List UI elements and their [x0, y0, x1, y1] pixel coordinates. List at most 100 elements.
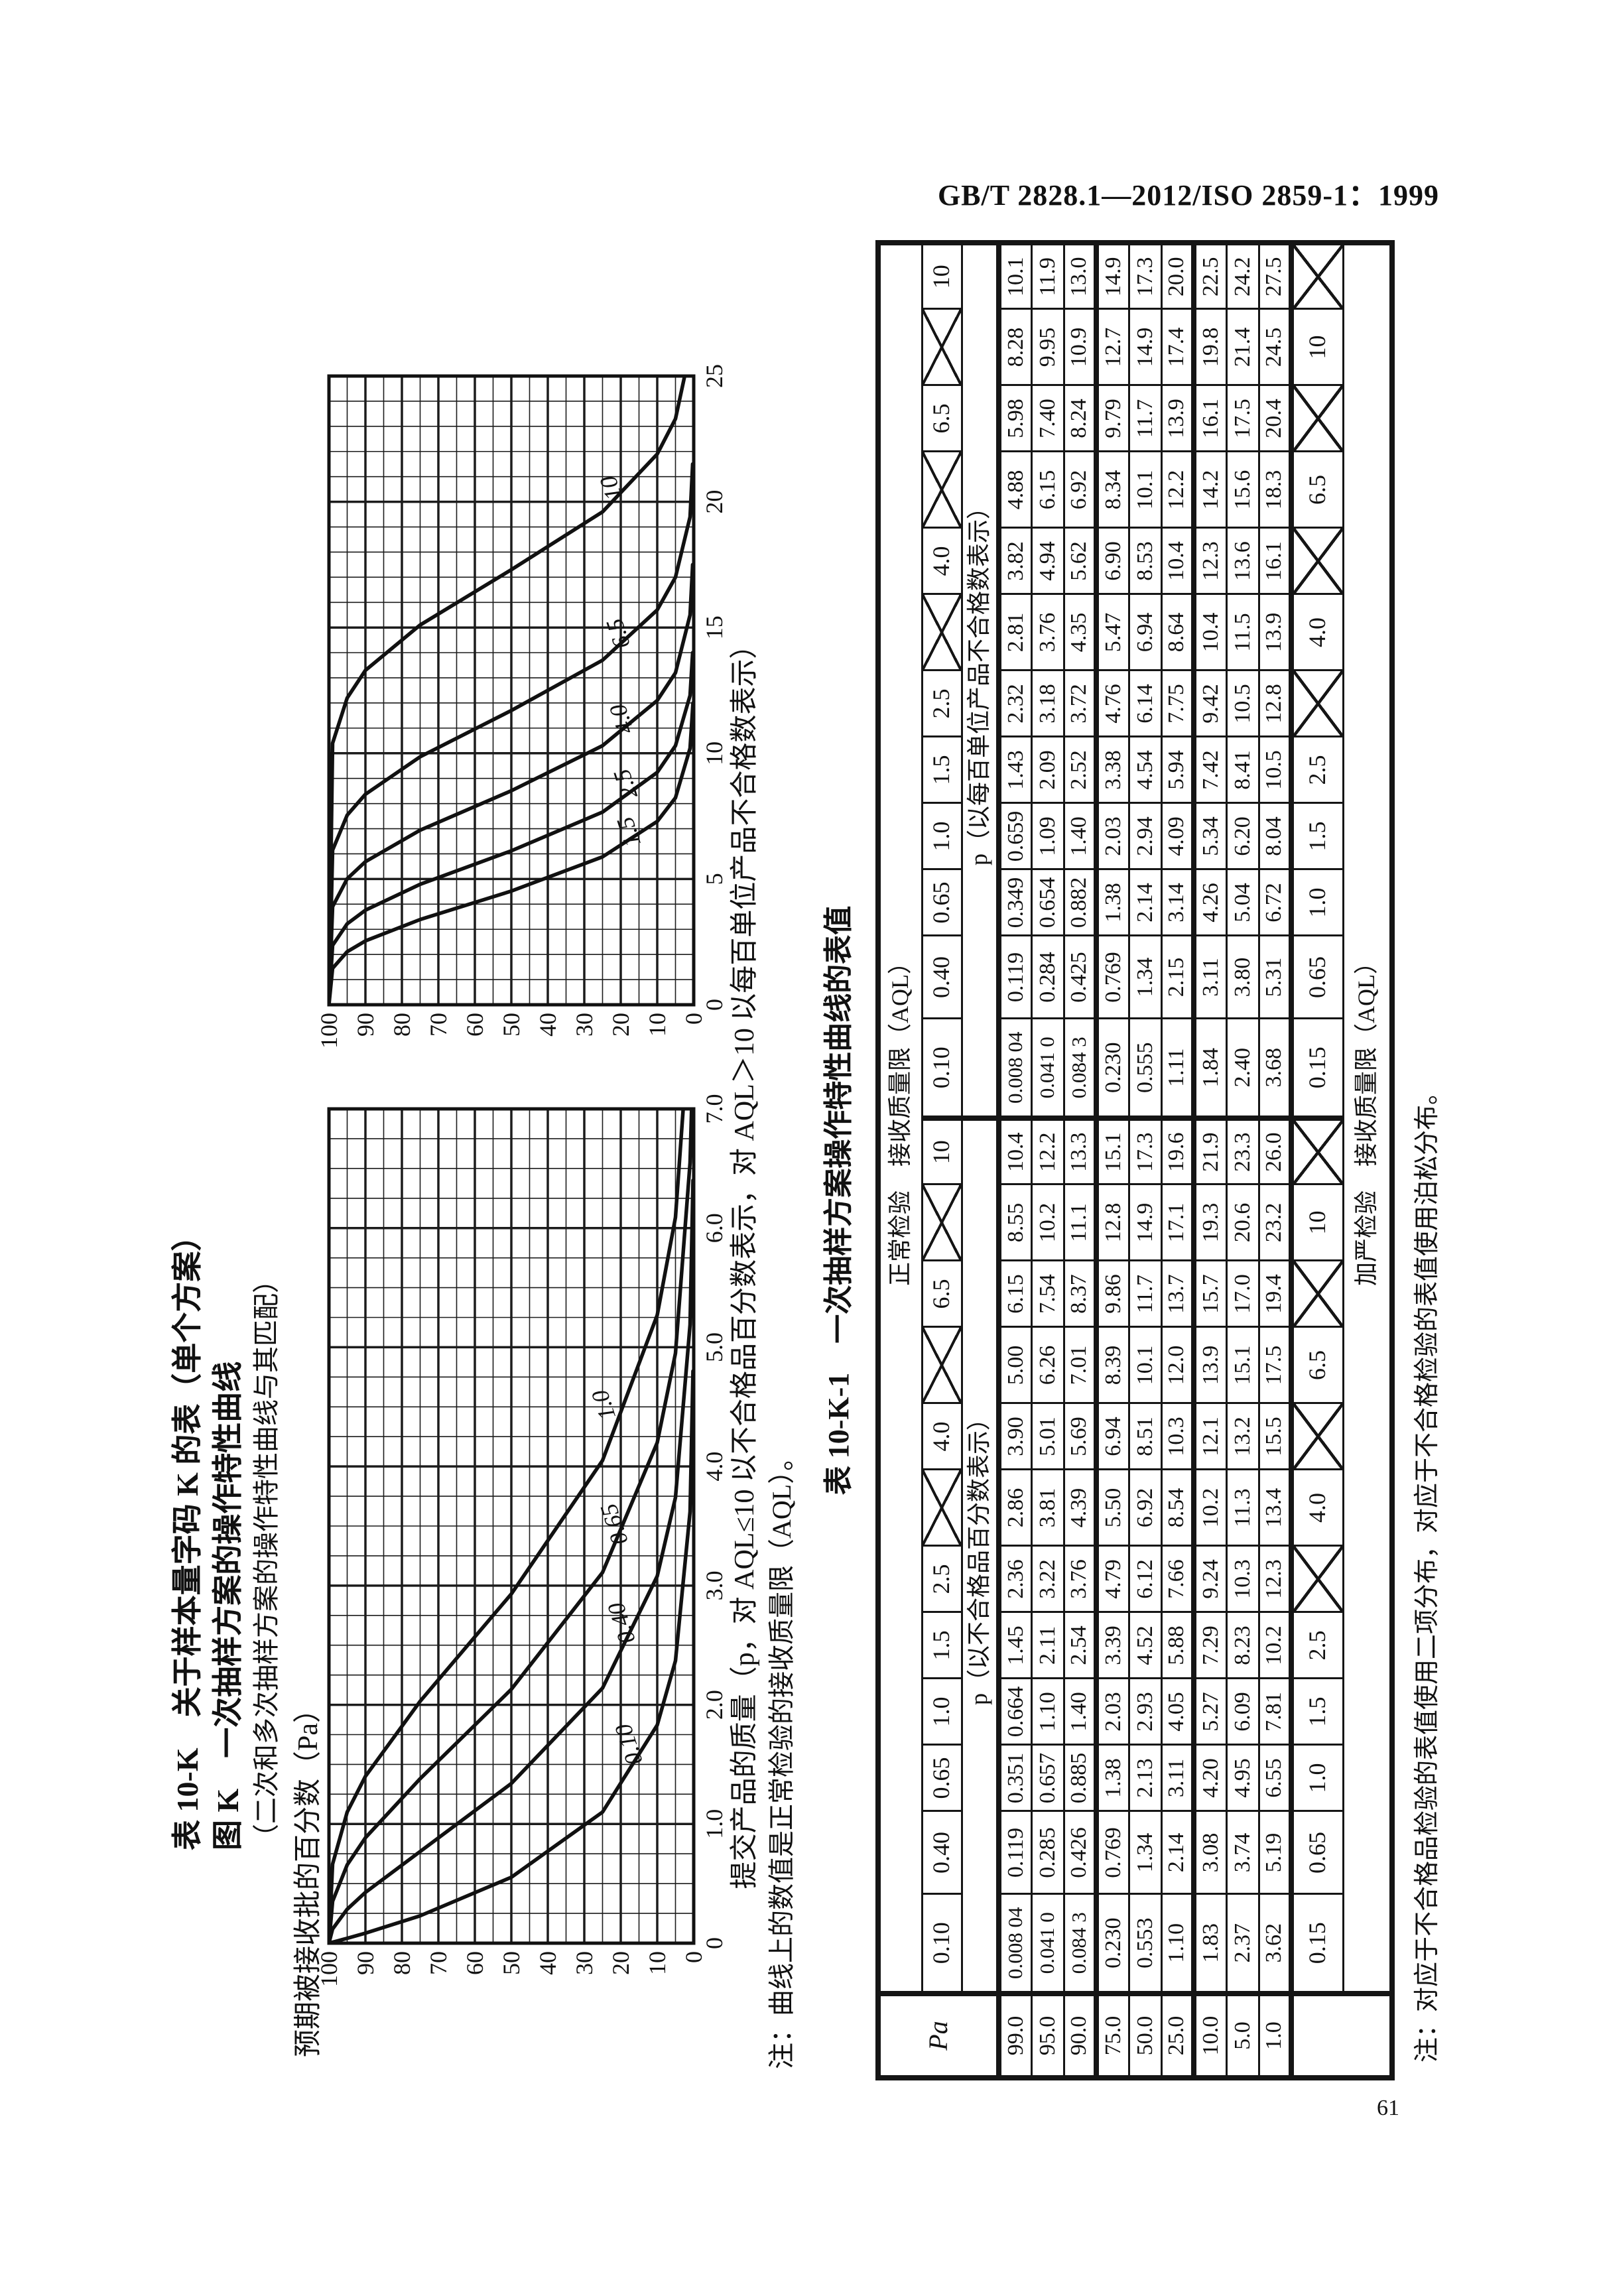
- aql-normal-1.5: 1.5: [922, 737, 962, 803]
- binomial-value: 1.38: [1096, 1745, 1129, 1811]
- binomial-value: 5.00: [999, 1327, 1031, 1403]
- poisson-value: 6.94: [1129, 594, 1161, 670]
- x-tick-15: 15: [701, 615, 728, 640]
- table-10-K-1-title: 表 10-K-1 一次抽样方案操作特性曲线的表值: [822, 905, 855, 1496]
- y-tick-10: 10: [644, 1951, 671, 1975]
- binomial-value: 10.4: [999, 1118, 1031, 1184]
- poisson-value: 7.75: [1161, 670, 1194, 737]
- oc-curve-aql-0.65: [329, 1109, 694, 1943]
- aql-normal-0.10: 0.10: [922, 1894, 962, 1994]
- poisson-value: 24.5: [1259, 309, 1291, 385]
- y-tick-20: 20: [607, 1951, 634, 1975]
- binomial-value: 7.54: [1031, 1261, 1064, 1327]
- poisson-value: 11.5: [1226, 594, 1259, 670]
- x-tick-3.0: 3.0: [701, 1570, 728, 1601]
- aql-tightened-crossed-cell: [1291, 1403, 1343, 1470]
- poisson-value: 22.5: [1194, 243, 1226, 309]
- oc-chart-low-aql: [327, 1107, 696, 1945]
- oc-curve-aql-2.5: [329, 651, 694, 1005]
- binomial-value: 13.7: [1161, 1261, 1194, 1327]
- binomial-value: 7.01: [1064, 1327, 1096, 1403]
- poisson-value: 0.769: [1096, 936, 1129, 1019]
- binomial-value: 13.9: [1194, 1327, 1226, 1403]
- binomial-value: 4.52: [1129, 1612, 1161, 1679]
- y-tick-70: 70: [425, 1013, 452, 1037]
- pa-value: 25.0: [1161, 1994, 1194, 2078]
- poisson-value: 13.0: [1064, 243, 1096, 309]
- table-10-K-caption: 表 10-K 关于样本量字码 K 的表（单个方案）: [170, 1220, 204, 1850]
- poisson-value: 1.11: [1161, 1019, 1194, 1118]
- binomial-value: 13.2: [1226, 1403, 1259, 1470]
- binomial-value: 21.9: [1194, 1118, 1226, 1184]
- poisson-value: 8.53: [1129, 528, 1161, 594]
- poisson-value: 2.81: [999, 594, 1031, 670]
- binomial-value: 10.3: [1226, 1546, 1259, 1612]
- binomial-value: 7.66: [1161, 1546, 1194, 1612]
- binomial-value: 6.26: [1031, 1327, 1064, 1403]
- binomial-value: 11.3: [1226, 1470, 1259, 1546]
- binomial-value: 13.4: [1259, 1470, 1291, 1546]
- binomial-value: 19.4: [1259, 1261, 1291, 1327]
- normal-inspection-header: 正常检验 接收质量限（AQL）: [878, 243, 922, 1994]
- poisson-value: 6.72: [1259, 869, 1291, 936]
- poisson-value: 4.26: [1194, 869, 1226, 936]
- poisson-value: 0.555: [1129, 1019, 1161, 1118]
- poisson-value: 0.119: [999, 936, 1031, 1019]
- poisson-value: 8.41: [1226, 737, 1259, 803]
- binomial-value: 19.6: [1161, 1118, 1194, 1184]
- table-row: 50.0 0.553 1.34 2.13 2.93 4.52 6.12 6.92 8.51 10.…: [1129, 243, 1161, 2078]
- poisson-value: 1.43: [999, 737, 1031, 803]
- aql-tightened-10: 10: [1291, 309, 1343, 385]
- aql-normal-1.5: 1.5: [922, 1612, 962, 1679]
- y-tick-50: 50: [498, 1951, 525, 1975]
- poisson-value: 4.09: [1161, 803, 1194, 869]
- binomial-value: 2.93: [1129, 1679, 1161, 1745]
- aql-tightened-6.5: 6.5: [1291, 452, 1343, 528]
- pa-corner-cell: Pa: [878, 1994, 999, 2078]
- oc-curve-aql-6.5: [329, 462, 694, 1005]
- poisson-value: 1.38: [1096, 869, 1129, 936]
- y-tick-60: 60: [462, 1951, 488, 1975]
- poisson-value: 8.24: [1064, 385, 1096, 452]
- binomial-value: 0.084 3: [1064, 1894, 1096, 1994]
- y-tick-10: 10: [644, 1013, 671, 1037]
- poisson-value: 10.1: [999, 243, 1031, 309]
- y-tick-80: 80: [389, 1013, 415, 1037]
- figure-title-block: 表 10-K 关于样本量字码 K 的表（单个方案） 图 K 一次抽样方案的操作特…: [167, 524, 285, 1850]
- binomial-value: 9.24: [1194, 1546, 1226, 1612]
- poisson-value: 3.11: [1194, 936, 1226, 1019]
- poisson-value: 14.2: [1194, 452, 1226, 528]
- poisson-value: 3.82: [999, 528, 1031, 594]
- binomial-value: 6.15: [999, 1261, 1031, 1327]
- binomial-value: 2.14: [1161, 1811, 1194, 1894]
- aql-tightened-2.5: 2.5: [1291, 1612, 1343, 1679]
- section-poisson-header: p（以每百单位产品不合格数表示）: [962, 243, 999, 1118]
- poisson-value: 3.14: [1161, 869, 1194, 936]
- poisson-value: 10.4: [1194, 594, 1226, 670]
- figure-K-caption: 图 K 一次抽样方案的操作特性曲线: [211, 1361, 245, 1850]
- binomial-value: 1.10: [1161, 1894, 1194, 1994]
- binomial-value: 15.1: [1096, 1118, 1129, 1184]
- binomial-value: 8.55: [999, 1184, 1031, 1261]
- x-tick-6.0: 6.0: [701, 1213, 728, 1244]
- binomial-value: 3.76: [1064, 1546, 1096, 1612]
- binomial-value: 2.86: [999, 1470, 1031, 1546]
- binomial-value: 4.39: [1064, 1470, 1096, 1546]
- binomial-value: 15.7: [1194, 1261, 1226, 1327]
- poisson-value: 4.35: [1064, 594, 1096, 670]
- binomial-value: 2.37: [1226, 1894, 1259, 1994]
- poisson-value: 14.9: [1129, 309, 1161, 385]
- pa-value: 90.0: [1064, 1994, 1096, 2078]
- poisson-value: 18.3: [1259, 452, 1291, 528]
- poisson-value: 5.94: [1161, 737, 1194, 803]
- aql-normal-4.0: 4.0: [922, 528, 962, 594]
- aql-normal-1.0: 1.0: [922, 1679, 962, 1745]
- binomial-value: 3.08: [1194, 1811, 1226, 1894]
- y-tick-30: 30: [571, 1013, 598, 1037]
- poisson-value: 10.9: [1064, 309, 1096, 385]
- aql-tightened-0.15: 0.15: [1291, 1019, 1343, 1118]
- oc-curve-aql-10: [329, 376, 692, 1005]
- aql-tightened-crossed-cell: [1291, 1261, 1343, 1327]
- tightened-inspection-header: 加严检验 接收质量限（AQL）: [1343, 243, 1392, 1994]
- binomial-value: 3.11: [1161, 1745, 1194, 1811]
